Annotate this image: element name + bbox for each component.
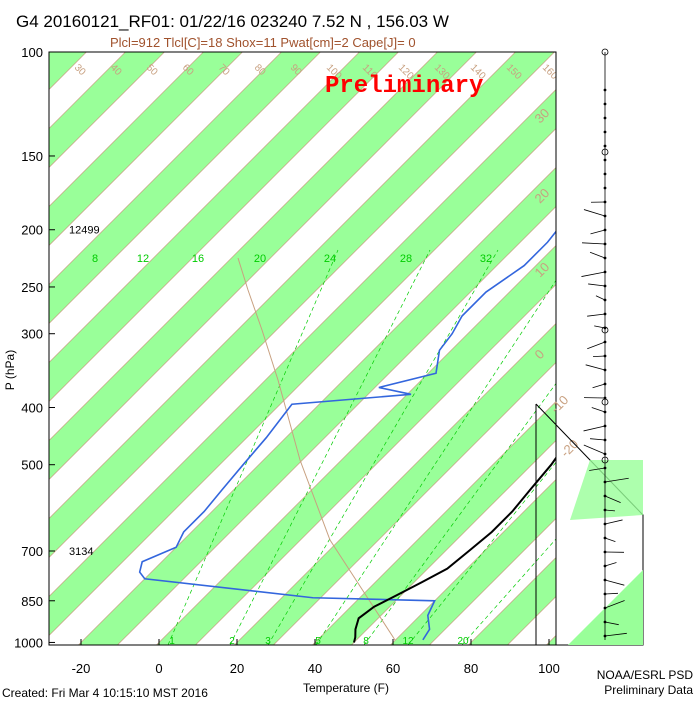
wind-barb — [581, 272, 605, 277]
y-tick-label: 500 — [21, 458, 43, 473]
wind-barb — [587, 314, 605, 316]
wind-level-dot — [604, 173, 607, 176]
preliminary-watermark: Preliminary — [325, 73, 483, 100]
y-tick-label: 700 — [21, 544, 43, 559]
y-tick-label: 1000 — [14, 635, 43, 650]
wind-column-band — [570, 460, 643, 520]
chart-indices: Plcl=912 Tlcl[C]=18 Shox=11 Pwat[cm]=2 C… — [110, 35, 416, 50]
x-tick-label: -20 — [72, 661, 91, 676]
y-tick-label: 100 — [21, 45, 43, 60]
y-tick-label: 850 — [21, 594, 43, 609]
mixing-ratio-label: 16 — [192, 253, 204, 265]
credit-line-2: Preliminary Data — [604, 683, 693, 697]
wind-level-dot — [604, 89, 607, 92]
wind-barb — [582, 243, 605, 244]
wind-barb — [588, 284, 605, 286]
wind-barb — [590, 252, 605, 258]
wind-barb — [605, 538, 615, 542]
mixing-ratio-label: 28 — [400, 253, 412, 265]
height-label: 3134 — [69, 546, 93, 558]
wind-barb — [605, 562, 616, 566]
green-bands — [0, 52, 700, 645]
isotherm-line — [0, 52, 8, 645]
wind-barb — [593, 384, 605, 388]
wind-barb — [587, 342, 605, 349]
credit-line-1: NOAA/ESRL PSD — [597, 668, 694, 682]
x-axis-label: Temperature (F) — [303, 681, 389, 695]
green-band — [624, 52, 700, 645]
mixing-ratio-label: 24 — [324, 253, 336, 265]
chart-title: G4 20160121_RF01: 01/22/16 023240 7.52 N… — [16, 12, 449, 31]
wind-barb — [605, 520, 623, 524]
x-tick-label: 80 — [464, 661, 478, 676]
mixing-ratio-label: 8 — [92, 253, 98, 265]
green-band — [0, 52, 8, 645]
isotherm-line — [663, 52, 700, 645]
green-band — [546, 52, 700, 645]
wind-barb — [584, 426, 605, 431]
isotherm-label: 30 — [72, 62, 88, 78]
wind-barb — [592, 407, 605, 412]
wind-level-dot — [604, 103, 607, 106]
y-tick-label: 200 — [21, 223, 43, 238]
x-tick-label: 0 — [155, 661, 162, 676]
created-timestamp: Created: Fri Mar 4 10:15:10 MST 2016 — [2, 686, 208, 700]
y-axis-label: P (hPa) — [3, 350, 17, 390]
x-tick-label: 60 — [386, 661, 400, 676]
wind-level-dot — [604, 131, 607, 134]
wind-level-dot — [604, 145, 607, 148]
wind-barb — [590, 439, 605, 440]
wind-level-dot — [604, 117, 607, 120]
isotherm-label-right: -20 — [558, 436, 582, 460]
series-dewpoint — [140, 223, 563, 640]
y-tick-label: 400 — [21, 400, 43, 415]
wind-level-dot — [604, 159, 607, 162]
x-tick-label: 40 — [308, 661, 322, 676]
x-tick-label: 100 — [538, 661, 560, 676]
height-label: 12499 — [69, 225, 100, 237]
mixing-ratio-label: 12 — [137, 253, 149, 265]
wind-barb — [584, 210, 605, 216]
wind-barb — [605, 593, 618, 594]
wind-barb — [584, 445, 605, 454]
isotherm-label: 160 — [540, 62, 560, 82]
wind-barb — [591, 230, 605, 234]
y-tick-label: 250 — [21, 280, 43, 295]
x-tick-label: 20 — [230, 661, 244, 676]
mixing-ratio-label: 32 — [480, 253, 492, 265]
y-tick-label: 300 — [21, 327, 43, 342]
wind-barb — [596, 296, 605, 300]
isotherm-line — [546, 52, 700, 645]
mixing-ratio-label: 20 — [254, 253, 266, 265]
wind-level-dot — [604, 187, 607, 190]
wind-barb — [586, 365, 605, 370]
wind-barb — [605, 580, 624, 585]
wind-barb — [593, 356, 605, 357]
y-tick-label: 150 — [21, 149, 43, 164]
isotherm-line — [624, 52, 700, 645]
